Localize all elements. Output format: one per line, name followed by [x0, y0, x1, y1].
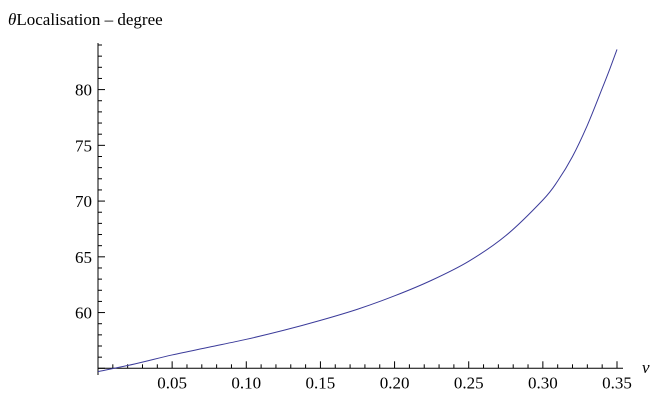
x-tick-label: 0.05: [157, 373, 187, 392]
y-tick-label: 60: [75, 304, 92, 323]
y-axis-label: Localisation – degree: [16, 10, 162, 29]
x-tick-label: 0.35: [602, 373, 632, 392]
tick-labels: 0.05 0.10 0.15 0.20 0.25 0.30 0.35 60 65 70 75 80: [75, 81, 632, 393]
x-tick-label: 0.10: [231, 373, 261, 392]
y-axis-title: θLocalisation – degree: [8, 10, 163, 29]
x-axis-title: ν: [642, 358, 650, 377]
y-tick-label: 80: [75, 81, 92, 100]
y-tick-label: 75: [75, 136, 92, 155]
y-tick-label: 70: [75, 192, 92, 211]
x-tick-label: 0.15: [306, 373, 336, 392]
x-tick-label: 0.20: [380, 373, 410, 392]
series: [97, 49, 618, 373]
x-tick-label: 0.25: [454, 373, 484, 392]
y-tick-label: 65: [75, 248, 92, 267]
x-tick-label: 0.30: [528, 373, 558, 392]
y-axis-symbol: θ: [8, 10, 16, 29]
series-line: [97, 49, 618, 373]
ticks: [98, 44, 618, 369]
axes: [97, 43, 623, 375]
